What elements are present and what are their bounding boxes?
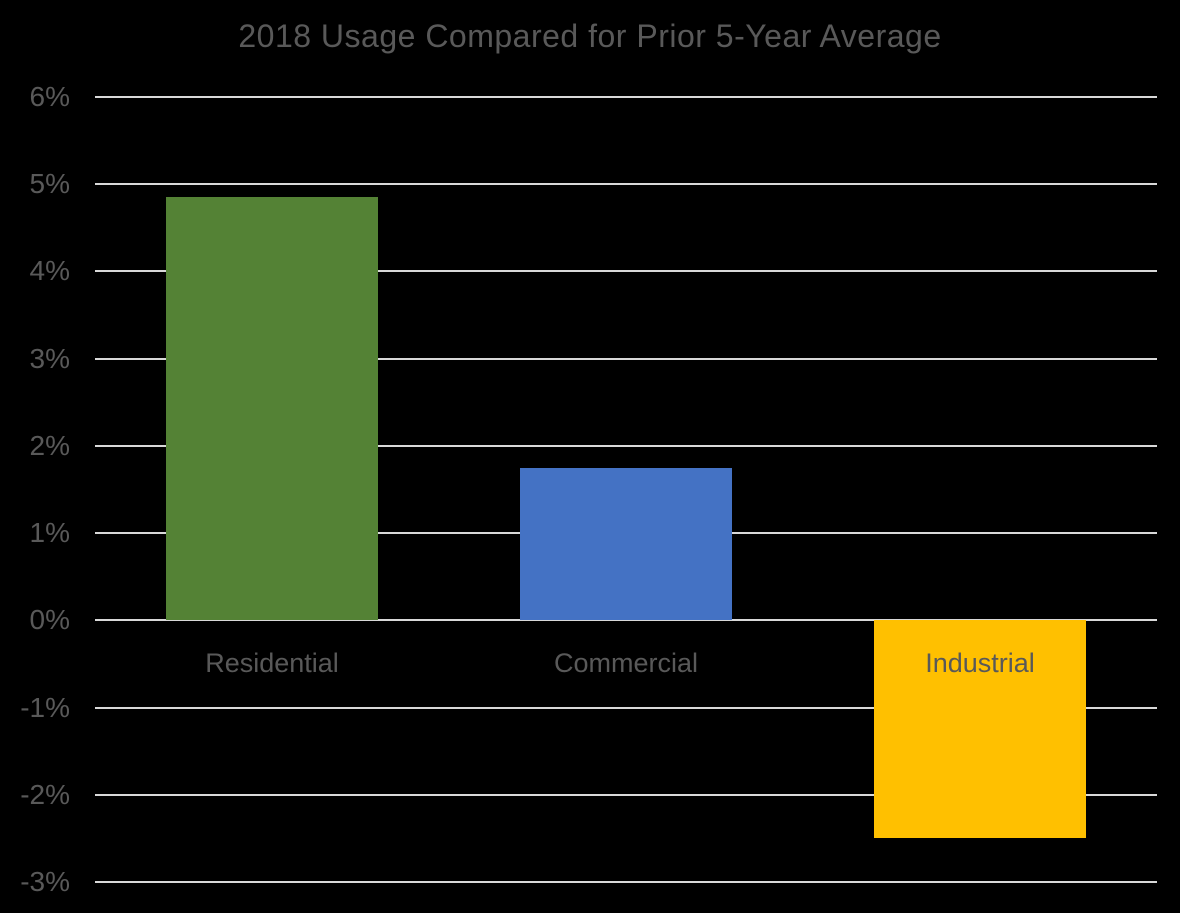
gridline bbox=[95, 96, 1157, 98]
gridline bbox=[95, 881, 1157, 883]
bar-residential bbox=[166, 197, 378, 621]
category-label-industrial: Industrial bbox=[925, 648, 1035, 679]
y-tick-label: 6% bbox=[29, 81, 70, 112]
gridline bbox=[95, 706, 1157, 709]
x-axis-line bbox=[95, 619, 1157, 622]
y-tick-label: -3% bbox=[20, 866, 70, 897]
chart-title: 2018 Usage Compared for Prior 5-Year Ave… bbox=[238, 18, 942, 54]
gridline bbox=[95, 357, 1157, 360]
y-tick-label: 3% bbox=[29, 342, 70, 374]
gridline bbox=[95, 444, 1157, 447]
y-tick-label: 1% bbox=[29, 517, 70, 549]
y-tick-label: 2% bbox=[29, 429, 70, 461]
y-tick-label: -1% bbox=[20, 691, 70, 723]
y-tick-label: 4% bbox=[29, 255, 70, 287]
bar-commercial bbox=[520, 467, 732, 621]
gridline bbox=[95, 793, 1157, 796]
y-tick-label: -2% bbox=[20, 778, 70, 810]
category-label-commercial: Commercial bbox=[553, 648, 699, 679]
category-label-residential: Residential bbox=[205, 648, 339, 679]
y-tick-label: 0% bbox=[29, 604, 70, 636]
bar-industrial bbox=[874, 620, 1086, 839]
gridline bbox=[95, 183, 1157, 186]
y-tick-label: 5% bbox=[29, 168, 70, 200]
gridline bbox=[95, 270, 1157, 273]
